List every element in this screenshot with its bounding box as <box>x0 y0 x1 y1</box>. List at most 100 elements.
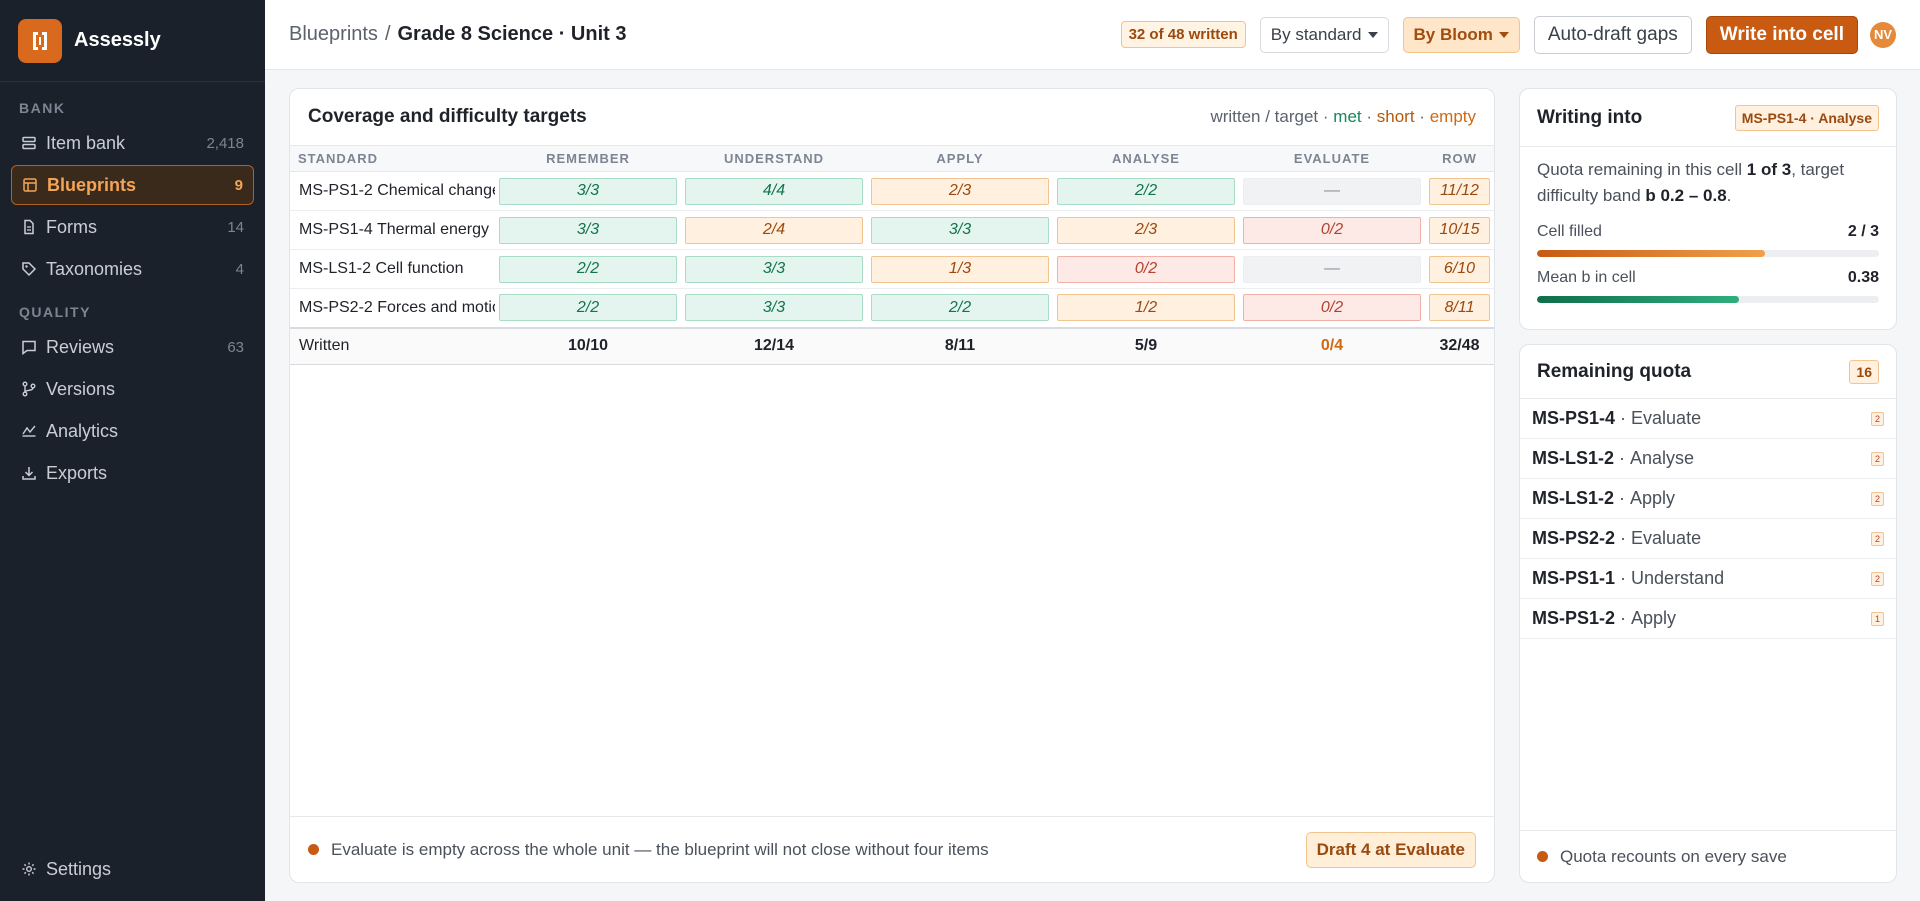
blueprint-cell-slot: 4/4 <box>681 171 867 211</box>
quota-standard-code: MS-PS1-1 <box>1532 568 1616 588</box>
quota-bloom-level: Apply <box>1631 608 1677 628</box>
sidebar-item-count: 2,418 <box>206 134 244 152</box>
view-by-bloom-dropdown[interactable]: By Bloom <box>1402 16 1520 53</box>
sidebar-item-exports[interactable]: Exports <box>11 453 254 493</box>
right-column: Writing into MS-PS1-4 · Analyse Quota re… <box>1519 88 1897 883</box>
view-by-standard-dropdown[interactable]: By standard <box>1259 16 1389 53</box>
blueprint-cell[interactable]: 0/2 <box>1057 255 1235 283</box>
sidebar-item-label: Analytics <box>46 420 119 441</box>
remaining-quota-panel: Remaining quota 16 MS-PS1-4 · Evaluate 2 MS-… <box>1519 344 1897 883</box>
quota-separator: · <box>1620 408 1627 428</box>
blueprint-cell[interactable]: 2/2 <box>1057 177 1235 205</box>
blueprint-cell[interactable]: 2/4 <box>685 216 863 244</box>
quota-standard-code: MS-LS1-2 <box>1532 488 1615 508</box>
page-title: Grade 8 Science · Unit 3 <box>397 23 627 45</box>
writing-into-panel: Writing into MS-PS1-4 · Analyse Quota re… <box>1519 88 1897 330</box>
write-into-cell-button[interactable]: Write into cell <box>1705 15 1858 54</box>
coverage-warning-text: Evaluate is empty across the whole unit … <box>331 839 989 859</box>
mean-b-bar-fill <box>1537 296 1739 303</box>
quota-bloom-level: Understand <box>1631 568 1725 588</box>
brand[interactable]: Assessly <box>0 0 265 82</box>
desc-band: b 0.2 – 0.8 <box>1645 186 1727 205</box>
draft-at-evaluate-button[interactable]: Draft 4 at Evaluate <box>1305 831 1476 868</box>
blueprint-cell[interactable]: 2/3 <box>871 177 1049 205</box>
quota-bloom-level: Analyse <box>1630 448 1695 468</box>
legend-met: met <box>1333 107 1362 126</box>
sidebar-item-count: 9 <box>234 176 243 194</box>
blueprint-cell[interactable]: 0/2 <box>1243 216 1421 244</box>
quota-list-item[interactable]: MS-PS2-2 · Evaluate 2 <box>1520 519 1896 559</box>
sidebar-item-item-bank[interactable]: Item bank 2,418 <box>11 123 254 163</box>
blueprint-cell[interactable]: 4/4 <box>685 177 863 205</box>
blueprint-cell[interactable]: — <box>1243 177 1421 205</box>
sidebar-item-analytics[interactable]: Analytics <box>11 411 254 451</box>
standard-name: MS-PS1-2 Chemical changes <box>290 171 495 211</box>
blueprint-cell-slot: 3/3 <box>495 210 681 250</box>
info-dot-icon <box>1537 851 1548 862</box>
quota-bloom-level: Apply <box>1630 488 1676 508</box>
auto-draft-gaps-button[interactable]: Auto-draft gaps <box>1533 15 1692 54</box>
row-total: 11/12 <box>1429 177 1490 205</box>
sidebar-spacer <box>0 494 265 848</box>
sidebar-item-taxonomies[interactable]: Taxonomies 4 <box>11 249 254 289</box>
blueprint-cell[interactable]: — <box>1243 255 1421 283</box>
quota-count-badge: 1 <box>1870 611 1884 626</box>
blueprint-cell[interactable]: 2/3 <box>1057 216 1235 244</box>
avatar[interactable]: NV <box>1870 21 1896 48</box>
stack-icon <box>21 135 37 151</box>
quota-separator: · <box>1620 528 1627 548</box>
sidebar-item-settings[interactable]: Settings <box>11 849 254 889</box>
blueprint-cell[interactable]: 0/2 <box>1243 294 1421 322</box>
blueprint-cell[interactable]: 1/3 <box>871 255 1049 283</box>
download-icon <box>21 465 37 481</box>
sidebar-item-count: 4 <box>235 260 244 278</box>
blueprint-cell[interactable]: 2/2 <box>871 294 1049 322</box>
written-total: 5/9 <box>1053 326 1239 365</box>
quota-list-item[interactable]: MS-LS1-2 · Analyse 2 <box>1520 439 1896 479</box>
quota-list-item[interactable]: MS-LS1-2 · Apply 2 <box>1520 479 1896 519</box>
sidebar-item-blueprints[interactable]: Blueprints 9 <box>11 165 254 205</box>
blueprint-cell-slot: 2/2 <box>495 249 681 289</box>
legend-empty: empty <box>1429 107 1476 126</box>
sidebar-item-forms[interactable]: Forms 14 <box>11 207 254 247</box>
blueprint-cell[interactable]: 3/3 <box>685 294 863 322</box>
blueprint-cell[interactable]: 3/3 <box>685 255 863 283</box>
blueprint-cell-slot: 2/2 <box>1053 171 1239 211</box>
sidebar-item-versions[interactable]: Versions <box>11 369 254 409</box>
legend-dot: · <box>1366 107 1373 126</box>
writing-into-header: Writing into MS-PS1-4 · Analyse <box>1520 89 1896 147</box>
legend-dot: · <box>1419 107 1425 126</box>
quota-separator: · <box>1619 448 1626 468</box>
table-header-row: STANDARD REMEMBER UNDERSTAND APPLY ANALY… <box>290 145 1494 172</box>
column-header: ANALYSE <box>1053 145 1239 172</box>
quota-separator: · <box>1620 608 1627 628</box>
remaining-quota-list: MS-PS1-4 · Evaluate 2 MS-LS1-2 · Analyse 2 MS-LS… <box>1520 399 1896 639</box>
blueprint-cell[interactable]: 3/3 <box>871 216 1049 244</box>
branch-icon <box>21 381 37 397</box>
blueprint-cell-slot: — <box>1239 249 1425 289</box>
sidebar-item-label: Reviews <box>46 336 115 357</box>
sidebar-item-label: Forms <box>46 216 97 237</box>
quota-count-badge: 2 <box>1870 411 1884 426</box>
standard-name: MS-LS1-2 Cell function <box>290 249 495 289</box>
quota-list-item[interactable]: MS-PS1-2 · Apply 1 <box>1520 599 1896 639</box>
blueprint-cell[interactable]: 3/3 <box>499 216 677 244</box>
legend-short: short <box>1376 107 1415 126</box>
grid-icon <box>22 177 38 193</box>
blueprint-cell[interactable]: 2/2 <box>499 294 677 322</box>
sidebar-item-reviews[interactable]: Reviews 63 <box>11 327 254 367</box>
blueprint-cell[interactable]: 3/3 <box>499 177 677 205</box>
quota-list-item[interactable]: MS-PS1-1 · Understand 2 <box>1520 559 1896 599</box>
written-label: Written <box>290 326 495 365</box>
table-row: MS-PS1-4 Thermal energy 3/3 2/4 3/3 2/3 0/2 10… <box>290 210 1494 250</box>
blueprint-cell[interactable]: 1/2 <box>1057 294 1235 322</box>
quota-list-item[interactable]: MS-PS1-4 · Evaluate 2 <box>1520 399 1896 439</box>
quota-footer-text: Quota recounts on every save <box>1560 846 1787 866</box>
row-total: 6/10 <box>1429 255 1490 283</box>
column-header: STANDARD <box>290 145 495 172</box>
standard-name: MS-PS1-4 Thermal energy <box>290 210 495 250</box>
breadcrumb-root[interactable]: Blueprints <box>289 23 378 45</box>
quota-separator: · <box>1620 568 1627 588</box>
blueprint-cell[interactable]: 2/2 <box>499 255 677 283</box>
